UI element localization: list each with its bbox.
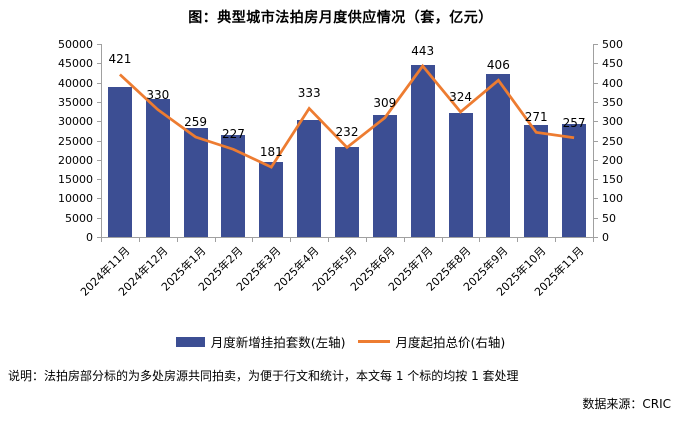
line-point-label: 259: [184, 115, 208, 130]
y-axis-right-tick: [594, 198, 598, 200]
legend-bar-label: 月度新增挂拍套数(左轴): [210, 335, 346, 350]
line-point-label: 324: [449, 89, 472, 104]
y-axis-right-tick: [594, 237, 598, 238]
bar: [259, 162, 284, 237]
x-axis-tick: [555, 238, 557, 242]
line-point-label: 257: [562, 115, 586, 130]
x-axis-tick: [252, 238, 254, 242]
y-axis-right-tick-label: 500: [602, 38, 623, 51]
legend-line-swatch-icon: [357, 340, 390, 343]
bar: [145, 99, 170, 237]
y-axis-right-tick-label: 0: [602, 231, 609, 244]
line-point-label: 232: [335, 125, 359, 140]
y-axis-left-tick-label: 40000: [58, 76, 93, 90]
bar: [524, 124, 549, 237]
y-axis-right-tick-label: 450: [602, 57, 623, 71]
y-axis-left-tick-label: 50000: [58, 38, 93, 51]
y-axis-left-tick-label: 30000: [58, 115, 93, 129]
line-path: [118, 63, 575, 169]
line-point-label: 181: [259, 145, 283, 160]
y-axis-right-tick: [594, 44, 598, 45]
y-axis-left-tick-label: 20000: [58, 153, 93, 167]
line-point-label: 421: [108, 52, 132, 67]
y-axis-left-tick: [97, 82, 101, 84]
y-axis-right-tick-label: 300: [602, 115, 623, 129]
line-point-label: 271: [524, 110, 548, 125]
y-axis-left: [101, 44, 102, 237]
x-axis-tick: [328, 238, 330, 242]
y-axis-left-tick-label: 45000: [58, 57, 93, 71]
y-axis-right-tick-label: 400: [602, 76, 623, 90]
y-axis-left-tick-label: 0: [86, 231, 93, 244]
bar: [562, 123, 587, 237]
x-axis-tick: [479, 238, 481, 242]
x-axis-tick: [365, 238, 367, 242]
y-axis-left-tick-label: 25000: [58, 134, 93, 148]
bar: [297, 120, 322, 237]
y-axis-right-tick: [594, 101, 598, 103]
line-point-label: 443: [411, 44, 435, 58]
y-axis-right-tick: [594, 82, 598, 84]
y-axis-right-tick-label: 50: [602, 211, 616, 225]
line-point-label: 406: [486, 58, 510, 73]
x-axis: [101, 237, 594, 238]
y-axis-left-tick: [97, 101, 101, 103]
x-axis-tick: [593, 238, 594, 242]
data-source: 数据来源：CRIC: [582, 397, 671, 411]
y-axis-right-tick: [594, 179, 598, 181]
legend-line-label: 月度起拍总价(右轴): [395, 335, 506, 350]
legend-item-bars: 月度新增挂拍套数(左轴): [175, 332, 346, 351]
x-axis-tick: [441, 238, 443, 242]
y-axis-right-tick-label: 150: [602, 173, 623, 187]
y-axis-right-tick-label: 250: [602, 134, 623, 148]
y-axis-left-tick-label: 15000: [58, 173, 93, 187]
legend: 月度新增挂拍套数(左轴) 月度起拍总价(右轴): [0, 332, 681, 351]
x-axis-tick: [176, 238, 178, 242]
y-axis-left-tick: [97, 217, 101, 219]
y-axis-left-tick: [97, 63, 101, 65]
y-axis-left-tick: [97, 140, 101, 142]
y-axis-left-tick: [97, 198, 101, 200]
bar: [183, 128, 208, 237]
x-axis-tick: [214, 238, 216, 242]
y-axis-left-tick-label: 35000: [58, 95, 93, 109]
y-axis-right-tick-label: 350: [602, 95, 623, 109]
y-axis-right-tick: [594, 159, 598, 161]
line-point-label: 333: [297, 86, 321, 101]
y-axis-left-tick: [97, 121, 101, 123]
footnote: 说明：法拍房部分标的为多处房源共同拍卖，为便于行文和统计，本文每 1 个标的均按…: [8, 369, 519, 383]
bar: [107, 86, 132, 237]
line-point-label: 309: [373, 95, 397, 110]
y-axis-left-tick: [97, 44, 101, 45]
x-axis-tick: [517, 238, 519, 242]
y-axis-left-tick-label: 5000: [65, 211, 93, 225]
y-axis-right-tick-label: 200: [602, 153, 623, 167]
y-axis-left-tick: [97, 237, 101, 238]
legend-bar-swatch-icon: [175, 336, 205, 347]
y-axis-left-tick: [97, 179, 101, 181]
bar: [486, 74, 511, 237]
y-axis-right: [593, 44, 594, 238]
y-axis-left-tick: [97, 159, 101, 161]
y-axis-right-tick: [594, 140, 598, 142]
bar: [448, 113, 473, 237]
y-axis-left-tick-label: 10000: [58, 192, 93, 206]
bar: [410, 65, 435, 237]
x-axis-tick: [290, 238, 292, 242]
y-axis-right-tick: [594, 217, 598, 219]
y-axis-right-tick: [594, 63, 598, 65]
x-axis-tick: [101, 238, 102, 242]
bar: [372, 115, 397, 237]
y-axis-right-tick: [594, 121, 598, 123]
chart-title: 图：典型城市法拍房月度供应情况（套，亿元）: [188, 10, 493, 26]
x-axis-tick: [138, 238, 140, 242]
y-axis-right-tick-label: 100: [602, 192, 623, 206]
legend-item-line: 月度起拍总价(右轴): [346, 332, 506, 351]
x-axis-tick: [403, 238, 405, 242]
line-point-label: 330: [146, 87, 170, 102]
line-point-label: 227: [222, 127, 245, 142]
bar: [335, 146, 359, 237]
